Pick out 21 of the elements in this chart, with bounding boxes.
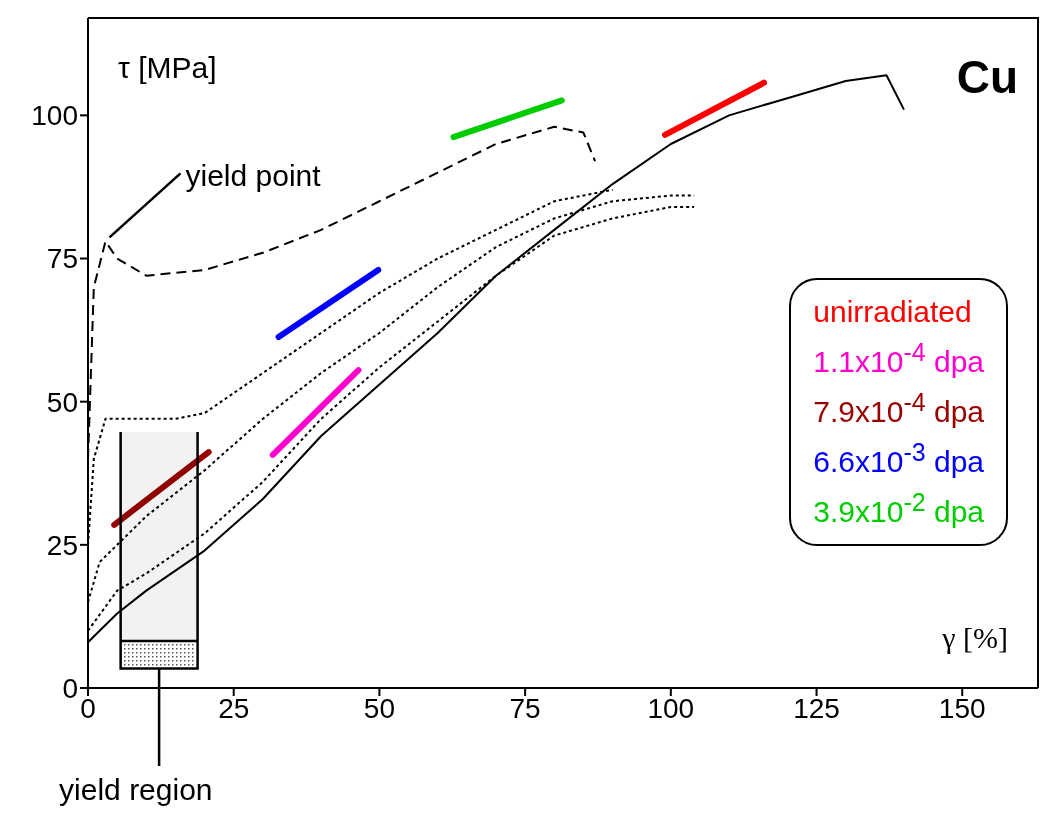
x-tick-label: 25 — [218, 692, 250, 724]
y-tick-label: 25 — [46, 529, 78, 561]
y-tick-label: 100 — [31, 100, 78, 132]
annotation: yield point — [185, 159, 322, 193]
text: 6.6x10$^{-3}$ dpa — [813, 437, 984, 480]
text: 7.9x10$^{-4}$ dpa — [813, 387, 984, 430]
x-tick-label: 150 — [938, 692, 986, 724]
x-tick-label: 100 — [647, 692, 695, 724]
y-tick-label: 0 — [62, 672, 78, 704]
y-tick-label: 50 — [46, 386, 78, 418]
text: Cu — [956, 51, 1018, 103]
text: 3.9x10$^{-2}$ dpa — [813, 487, 984, 530]
y-axis-title: τ [MPa] — [118, 51, 217, 84]
x-tick-label: 75 — [509, 692, 541, 724]
text: unirradiated — [813, 294, 973, 330]
x-tick-label: 125 — [793, 692, 840, 724]
y-tick-label: 75 — [46, 243, 78, 275]
x-tick-label: 50 — [363, 692, 395, 724]
band-label: yield region — [59, 773, 213, 806]
x-axis-title: γ [%] — [941, 621, 1008, 654]
text: 1.1x10$^{-4}$ dpa — [813, 337, 984, 380]
